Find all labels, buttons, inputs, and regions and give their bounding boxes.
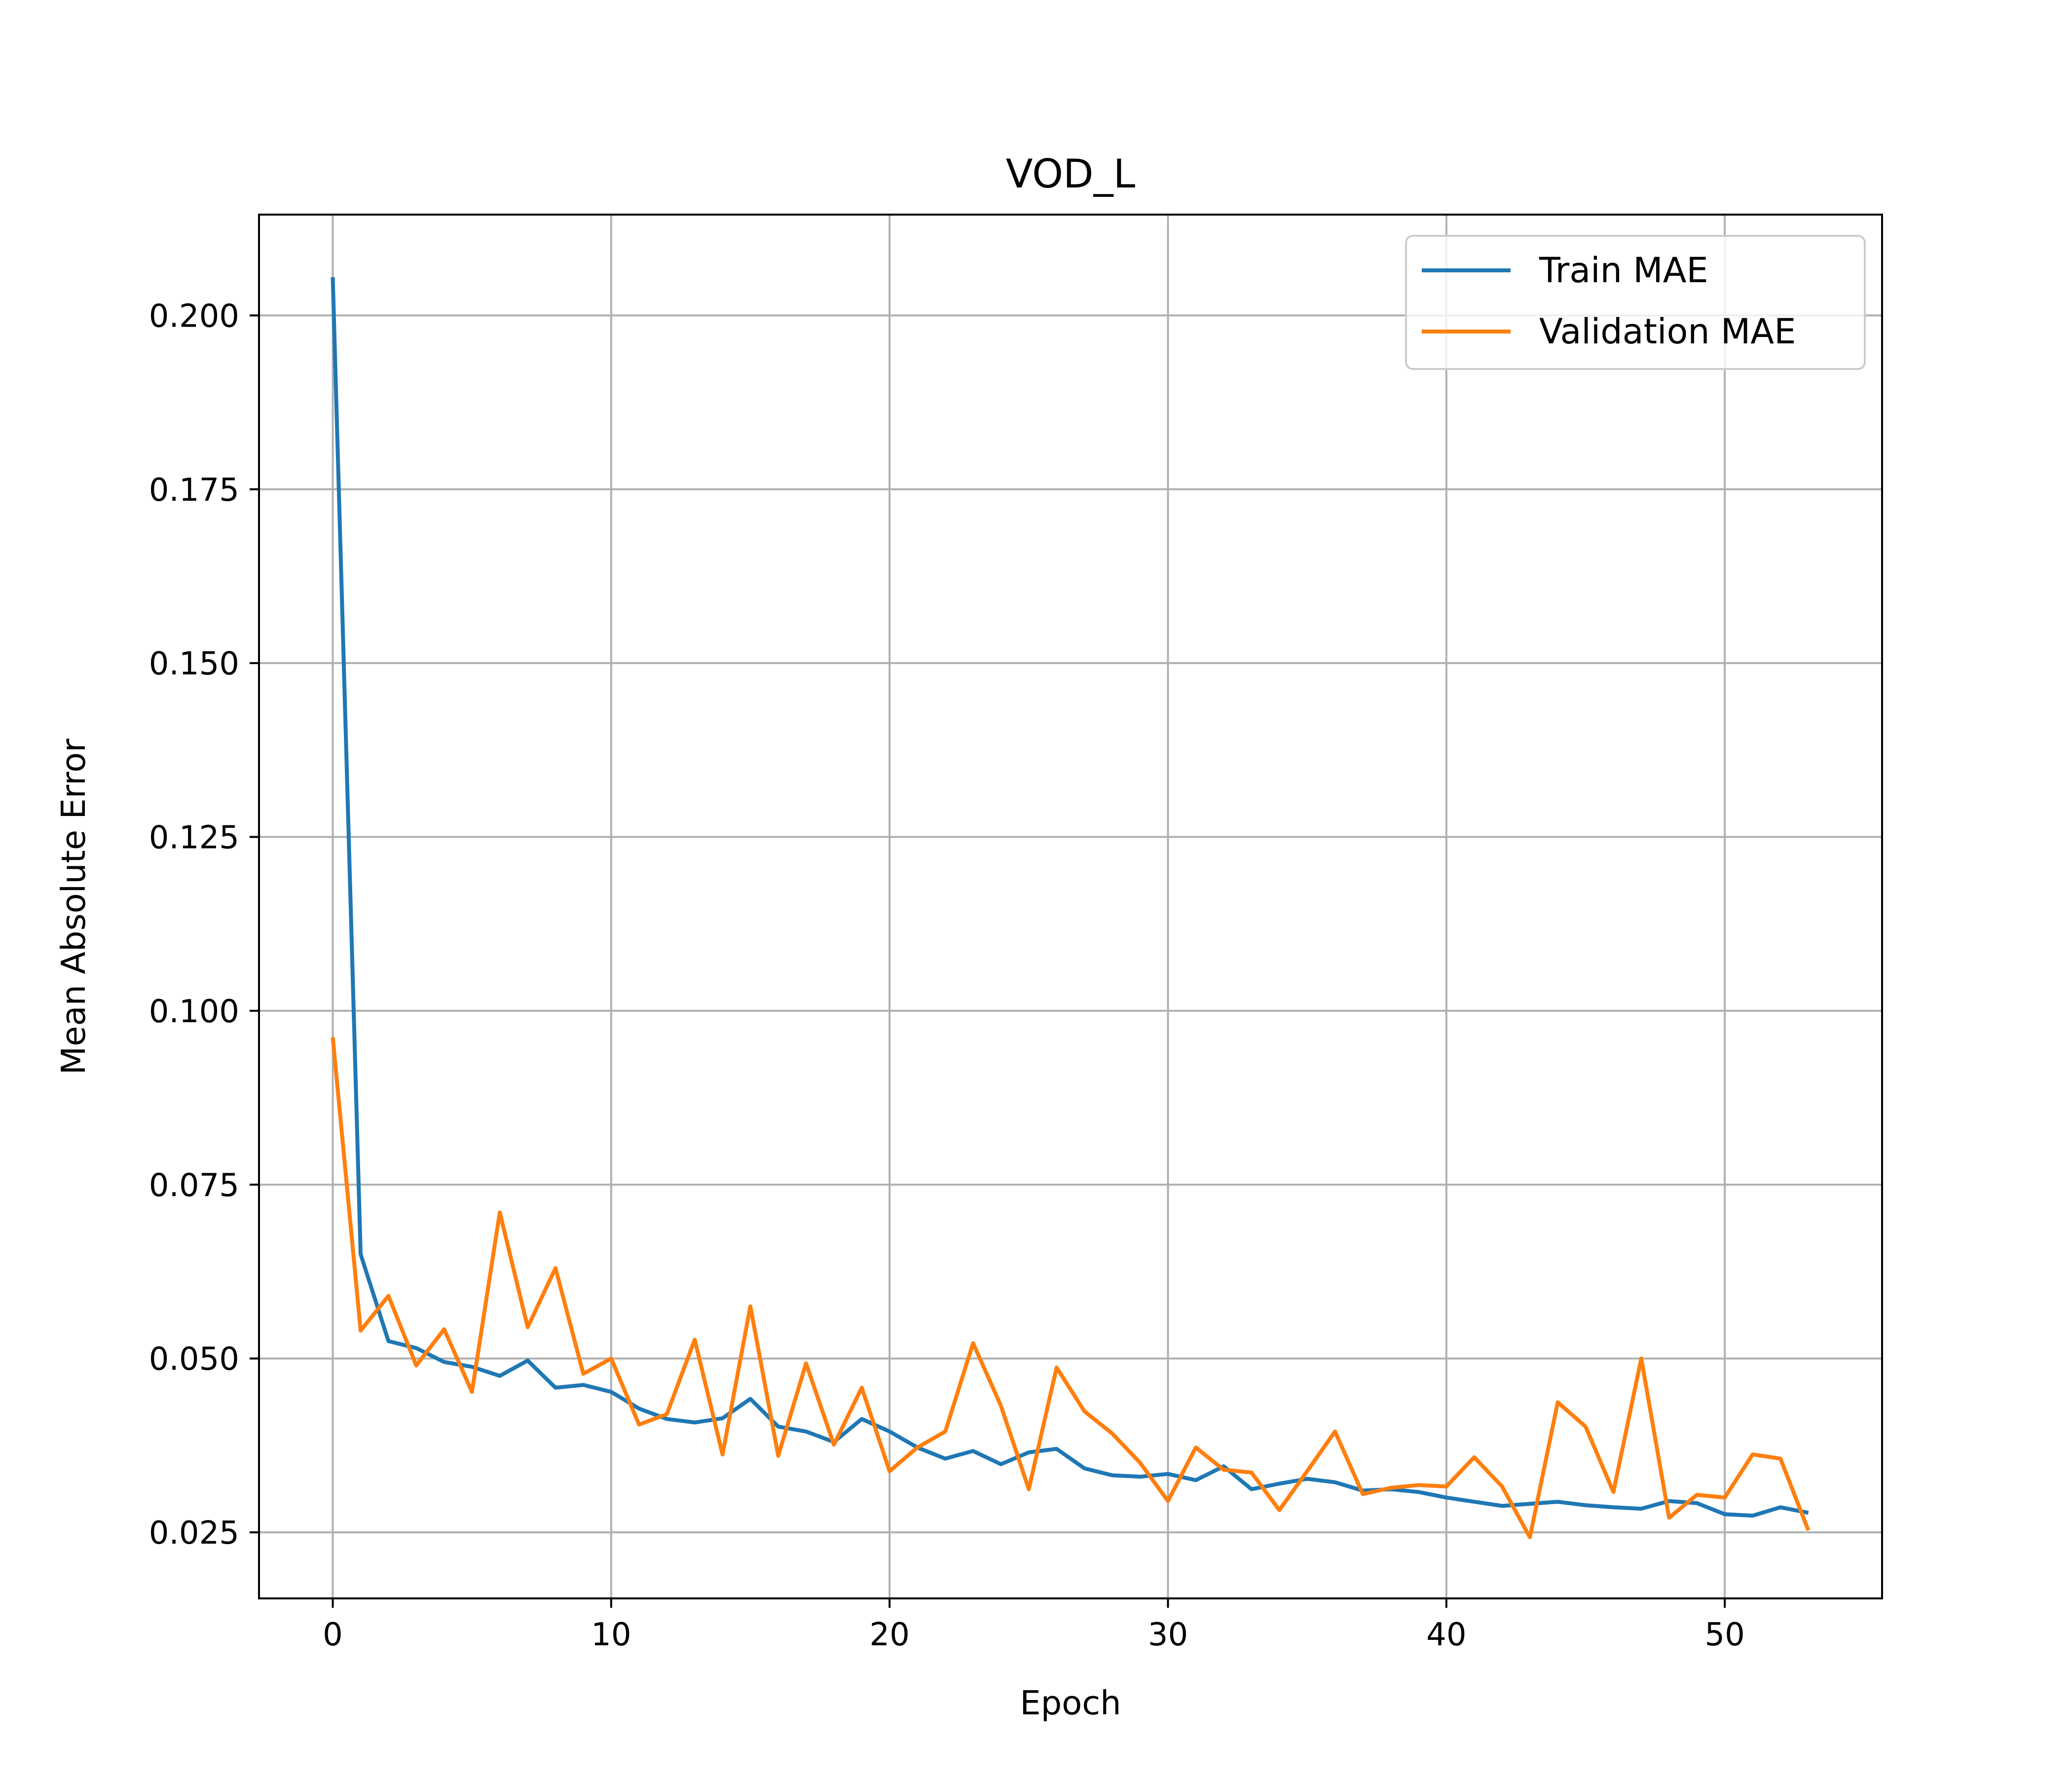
x-tick-label: 10 <box>591 1617 631 1653</box>
y-tick-label: 0.025 <box>149 1515 239 1552</box>
y-tick-label: 0.125 <box>149 820 239 856</box>
x-tick-label: 30 <box>1148 1617 1188 1653</box>
legend-box <box>1405 235 1866 370</box>
y-tick-label: 0.200 <box>149 298 239 334</box>
x-tick-label: 0 <box>323 1617 343 1653</box>
series-line-train-mae <box>331 277 1809 1518</box>
y-tick-label: 0.175 <box>149 472 239 509</box>
y-tick-label: 0.075 <box>149 1167 239 1204</box>
x-axis-label: Epoch <box>1020 1684 1121 1722</box>
legend-label-train-mae: Train MAE <box>1539 250 1708 291</box>
plot-area <box>259 215 1882 1598</box>
x-tick-label: 50 <box>1704 1617 1744 1653</box>
chart-title: VOD_L <box>1006 151 1136 197</box>
x-tick-label: 20 <box>869 1617 909 1653</box>
series-layer <box>331 277 1811 1539</box>
series-line-validation-mae <box>331 1037 1811 1539</box>
legend: Train MAE Validation MAE <box>1405 235 1866 370</box>
y-axis-label: Mean Absolute Error <box>54 739 93 1075</box>
y-tick-label: 0.150 <box>149 646 239 682</box>
y-axis: 0.025 0.050 0.075 0.100 0.125 0.150 0.175 0.200 <box>149 298 259 1552</box>
y-tick-label: 0.050 <box>149 1341 239 1378</box>
x-axis: 0 10 20 30 40 50 <box>323 1598 1745 1653</box>
grid <box>259 215 1882 1598</box>
x-tick-label: 40 <box>1426 1617 1466 1653</box>
plot-frame <box>258 214 1883 1599</box>
y-tick-label: 0.100 <box>149 994 239 1030</box>
legend-label-validation-mae: Validation MAE <box>1539 311 1796 352</box>
